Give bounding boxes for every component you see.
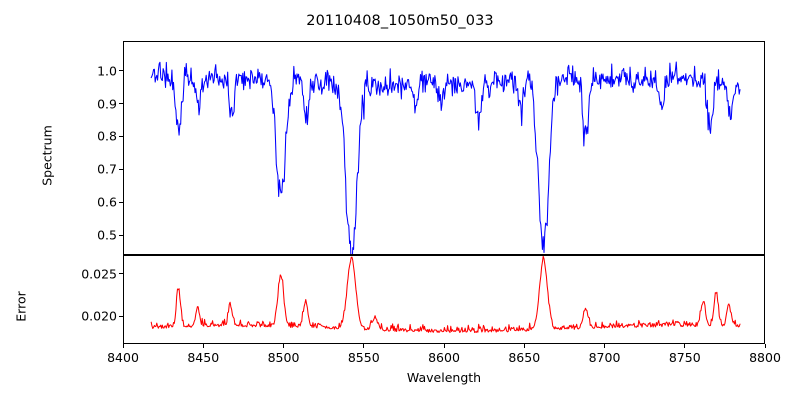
x-tick-mark [684,344,686,348]
x-tick-mark [202,344,204,348]
x-tick-label: 8400 [107,350,139,365]
spectrum-trace [150,61,741,254]
x-tick-label: 8700 [588,350,621,365]
x-tick-mark [443,344,445,348]
x-tick-mark [122,344,124,348]
y-tick-label-spectrum: 0.8 [97,128,117,144]
x-tick-label: 8800 [749,350,781,365]
x-tick-label: 8500 [267,350,300,365]
x-tick-mark [523,344,525,348]
y-tick-mark-spectrum [119,201,123,203]
x-tick-label: 8600 [428,350,460,365]
x-tick-mark [363,344,365,348]
x-tick-mark [764,344,766,348]
y-axis-label-error: Error [13,291,29,322]
y-tick-mark-spectrum [119,103,123,105]
error-plot-area [123,255,765,344]
x-tick-label: 8550 [347,350,380,365]
y-tick-label-error: 0.020 [81,308,117,324]
error-line-series [150,256,741,334]
x-tick-mark [283,344,285,348]
x-tick-label: 8650 [508,350,541,365]
y-tick-label-spectrum: 0.6 [97,194,117,210]
y-tick-mark-error [119,315,123,317]
x-axis-label-wavelength: Wavelength [406,370,482,385]
x-tick-mark [604,344,606,348]
y-tick-label-spectrum: 0.5 [97,227,117,243]
y-tick-label-spectrum: 0.7 [97,161,117,177]
y-tick-mark-spectrum [119,168,123,170]
x-tick-label: 8750 [668,350,701,365]
figure-title: 20110408_1050m50_033 [306,13,494,29]
y-tick-label-error: 0.025 [81,266,117,282]
y-tick-mark-error [119,273,123,275]
y-tick-label-spectrum: 1.0 [97,63,117,79]
y-tick-mark-spectrum [119,135,123,138]
y-axis-label-spectrum: Spectrum [39,125,55,186]
y-tick-mark-spectrum [119,234,123,236]
spectrum-plot-area [123,41,765,255]
y-tick-mark-spectrum [119,70,123,72]
error-trace [150,256,741,334]
x-tick-label: 8450 [187,350,220,365]
spectrum-line-series [150,61,741,254]
y-tick-label-spectrum: 0.9 [97,96,117,112]
